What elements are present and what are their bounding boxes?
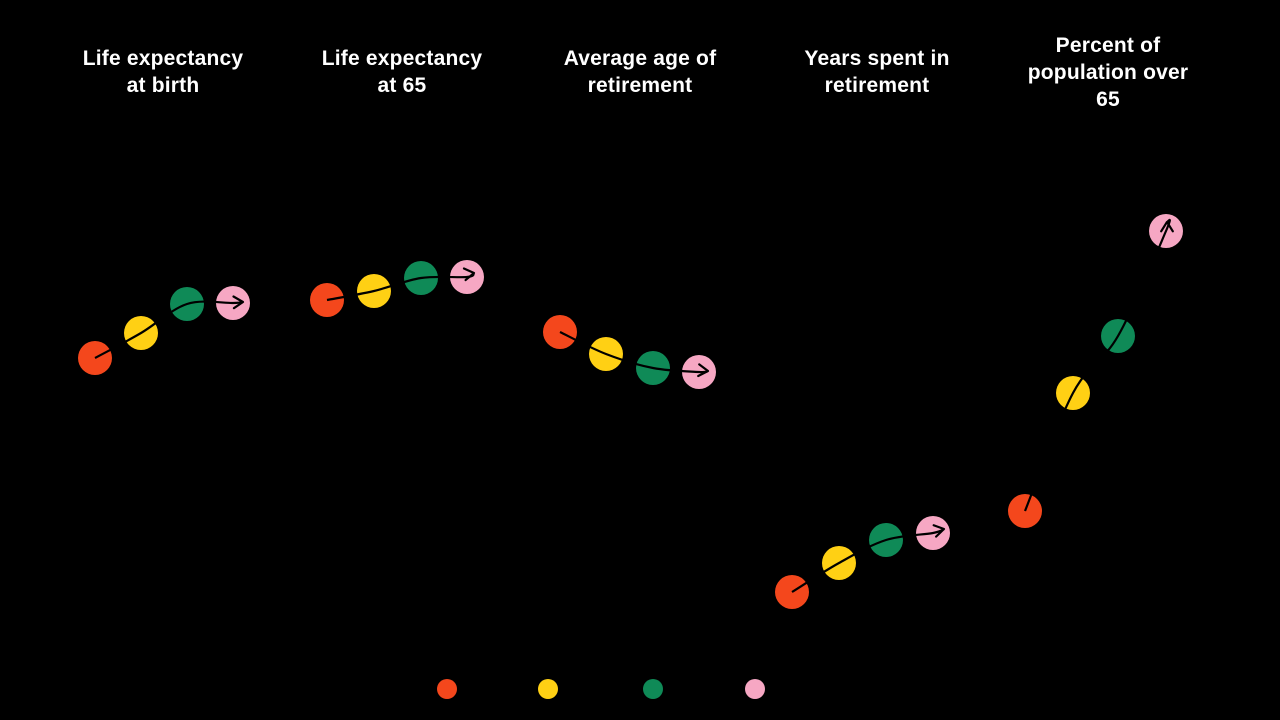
arrowhead-panel3 [697, 363, 710, 378]
panel-title-percent-of-population-over-65: Percent of population over 65 [1027, 34, 1189, 111]
trend-line-panel4 [791, 527, 945, 593]
arrowhead-panel1 [232, 295, 245, 310]
legend-dot-period-3-green [643, 679, 663, 699]
panel-title-average-age-of-retirement: Average age of retirement [563, 47, 717, 97]
panel-title-years-spent-in-retirement: Years spent in retirement [804, 47, 950, 97]
trend-line-panel5 [1023, 218, 1171, 512]
arrowhead-panel2 [462, 267, 476, 282]
trend-line-panel2 [326, 272, 475, 302]
legend-dot-period-4-pink [745, 679, 765, 699]
arrowhead-panel5 [1160, 220, 1174, 233]
arrowhead-panel4 [932, 524, 946, 538]
legend-dot-period-1-red [437, 679, 457, 699]
panel-title-life-expectancy-at-65: Life expectancy at 65 [321, 47, 483, 97]
panel-title-life-expectancy-at-birth: Life expectancy at birth [82, 47, 244, 97]
legend-dot-period-2-yellow [538, 679, 558, 699]
trend-line-panel1 [94, 300, 244, 359]
